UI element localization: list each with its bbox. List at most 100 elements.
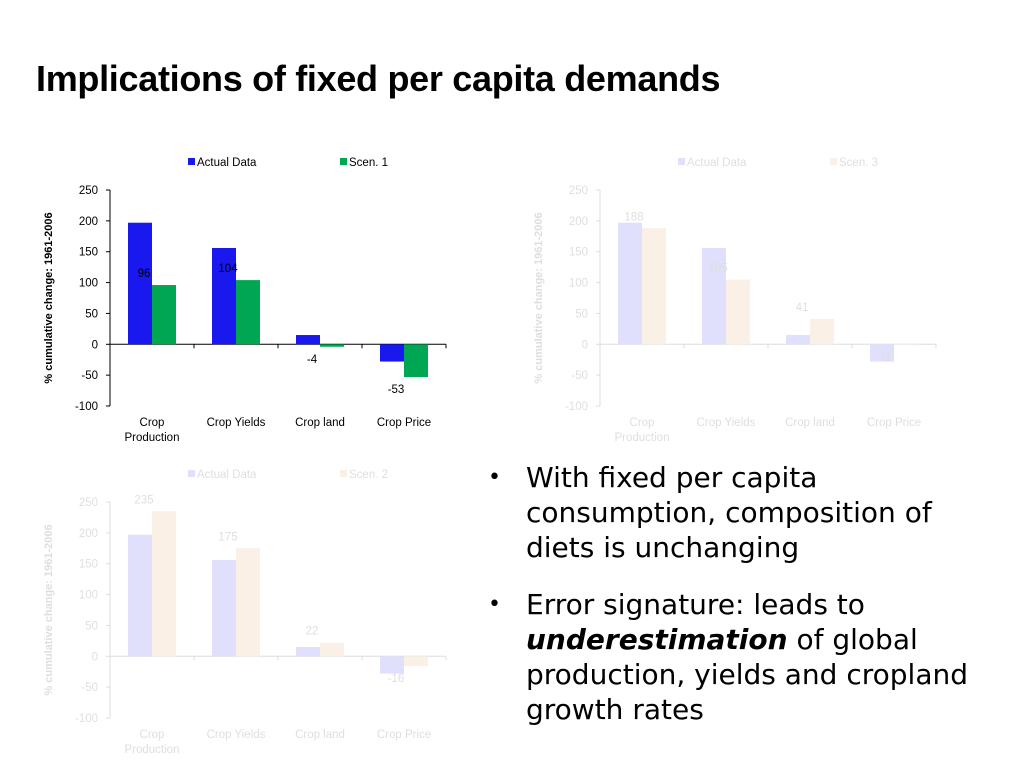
- data-label: 175: [218, 531, 237, 543]
- bullet-dot-icon: •: [488, 592, 501, 617]
- bar-actual: [212, 248, 236, 345]
- y-tick-label: 150: [569, 247, 588, 259]
- data-label: 105: [708, 262, 727, 274]
- x-tick-label: Crop land: [295, 729, 345, 741]
- y-tick-label: 0: [92, 651, 98, 663]
- y-tick-label: -100: [75, 713, 98, 725]
- x-tick-label: Crop Price: [377, 417, 431, 429]
- bar-scenario: [642, 228, 666, 345]
- bar-actual: [296, 335, 320, 345]
- y-tick-label: -100: [565, 401, 588, 413]
- x-tick-label: Production: [125, 744, 180, 756]
- bullet-text-1: With fixed per capita consumption, compo…: [526, 461, 932, 564]
- bar-actual: [212, 560, 236, 657]
- y-tick-label: 50: [575, 308, 588, 320]
- y-axis-title: % cumulative change: 1961-2006: [43, 212, 55, 383]
- bar-actual: [786, 335, 810, 345]
- bar-actual: [128, 222, 152, 345]
- bullet-text-2-post: of global production, yields and croplan…: [526, 623, 968, 726]
- bullet-dot-icon: •: [488, 465, 501, 490]
- y-tick-label: 100: [79, 278, 98, 290]
- data-label: -1: [881, 352, 891, 364]
- bullet-list: • With fixed per capita consumption, com…: [486, 460, 1006, 727]
- legend-swatch: [678, 158, 685, 165]
- x-tick-label: Production: [615, 432, 670, 444]
- legend-swatch: [188, 158, 195, 165]
- bar-actual: [380, 656, 404, 674]
- legend-swatch: [340, 470, 347, 477]
- y-tick-label: 100: [569, 278, 588, 290]
- chart-scenario-2: % cumulative change: 1961-2006 250 200 150 1…: [43, 469, 447, 756]
- y-tick-label: 150: [79, 559, 98, 571]
- legend-label: Scen. 3: [839, 157, 878, 169]
- bar-actual: [380, 344, 404, 362]
- data-label: 188: [624, 211, 643, 223]
- y-tick-label: 150: [79, 247, 98, 259]
- bar-actual: [618, 222, 642, 345]
- bar-actual: [870, 344, 894, 362]
- y-axis-title: % cumulative change: 1961-2006: [43, 524, 55, 695]
- bar-scenario: [152, 511, 176, 657]
- data-label: 235: [134, 494, 153, 506]
- x-tick-label: Crop: [630, 417, 655, 429]
- bar-scenario: [810, 318, 834, 345]
- legend-label: Actual Data: [197, 469, 257, 481]
- x-tick-label: Crop: [140, 417, 165, 429]
- y-tick-label: 250: [79, 185, 98, 197]
- x-tick-label: Production: [125, 432, 180, 444]
- y-tick-label: -100: [75, 401, 98, 413]
- slide-title: Implications of fixed per capita demands: [36, 58, 721, 99]
- y-tick-label: -50: [571, 370, 588, 382]
- legend-swatch: [188, 470, 195, 477]
- y-tick-label: 50: [85, 620, 98, 632]
- legend-swatch: [830, 158, 837, 165]
- bullet-item-1: • With fixed per capita consumption, com…: [486, 460, 1006, 565]
- bar-scenario: [726, 279, 750, 345]
- data-label: 22: [306, 626, 319, 638]
- y-tick-label: 200: [569, 216, 588, 228]
- y-tick-label: 0: [582, 339, 588, 351]
- data-label: -53: [388, 384, 405, 396]
- y-axis-title: % cumulative change: 1961-2006: [533, 212, 545, 383]
- y-tick-label: 200: [79, 216, 98, 228]
- x-tick-label: Crop Yields: [207, 417, 266, 429]
- bar-actual: [128, 534, 152, 657]
- x-tick-label: Crop Price: [867, 417, 921, 429]
- bullet-text-2-pre: Error signature: leads to: [526, 588, 865, 621]
- x-tick-label: Crop land: [785, 417, 835, 429]
- y-tick-label: 50: [85, 308, 98, 320]
- x-tick-label: Crop land: [295, 417, 345, 429]
- bullet-text-2-emphasis: underestimation: [526, 623, 788, 656]
- y-tick-label: 200: [79, 528, 98, 540]
- y-tick-label: -50: [81, 370, 98, 382]
- bar-actual: [296, 647, 320, 657]
- bar-scenario: [320, 344, 344, 347]
- y-tick-label: -50: [81, 682, 98, 694]
- chart-scenario-3: % cumulative change: 1961-2006 250 200 150 1…: [533, 157, 937, 444]
- bar-scenario: [236, 280, 260, 345]
- legend-label: Actual Data: [197, 157, 257, 169]
- bar-actual: [702, 248, 726, 345]
- bullet-item-2: • Error signature: leads to underestimat…: [486, 587, 1006, 727]
- y-tick-label: 100: [79, 590, 98, 602]
- bar-scenario: [320, 642, 344, 657]
- bar-scenario: [404, 344, 428, 377]
- data-label: -4: [307, 354, 318, 366]
- y-tick-label: 250: [569, 185, 588, 197]
- y-tick-label: 250: [79, 497, 98, 509]
- legend-label: Scen. 1: [349, 157, 388, 169]
- bar-scenario: [404, 656, 428, 667]
- bar-scenario: [894, 344, 918, 345]
- x-tick-label: Crop Price: [377, 729, 431, 741]
- legend-swatch: [340, 158, 347, 165]
- data-label: 96: [138, 268, 151, 280]
- x-tick-label: Crop: [140, 729, 165, 741]
- x-tick-label: Crop Yields: [697, 417, 756, 429]
- bar-scenario: [236, 548, 260, 657]
- bar-scenario: [152, 285, 176, 345]
- legend-label: Scen. 2: [349, 469, 388, 481]
- legend-label: Actual Data: [687, 157, 747, 169]
- x-tick-label: Crop Yields: [207, 729, 266, 741]
- y-tick-label: 0: [92, 339, 98, 351]
- chart-scenario-1: % cumulative change: 1961-2006 250 200 150 1…: [43, 157, 447, 444]
